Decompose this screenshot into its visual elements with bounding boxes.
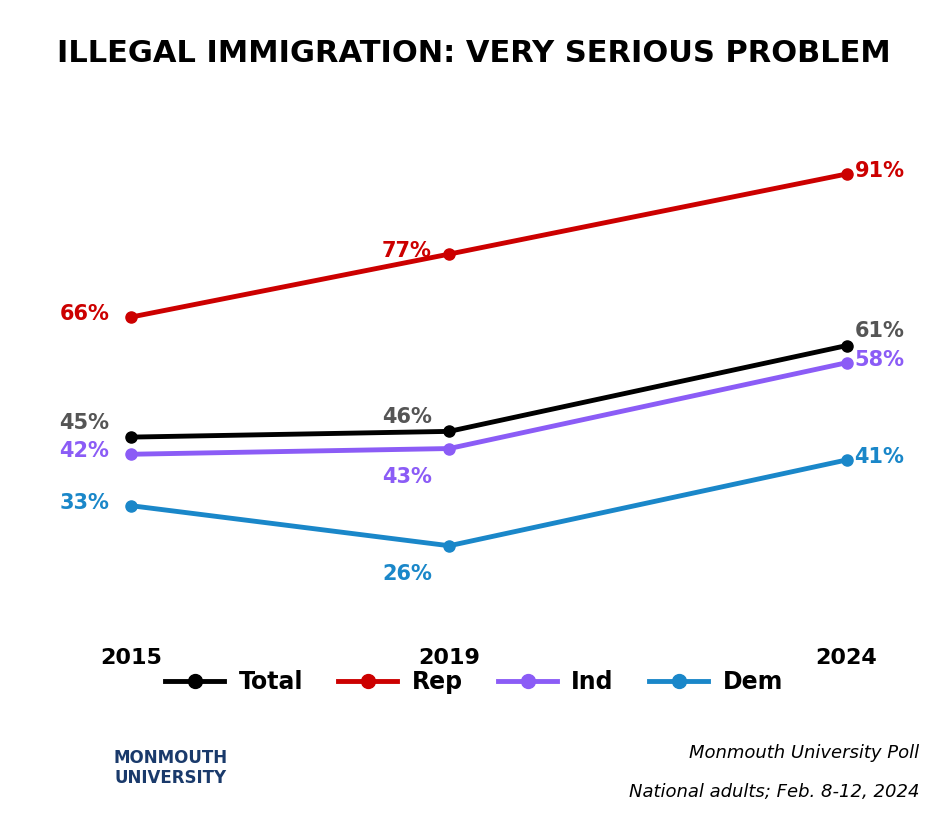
Text: 33%: 33% [60,493,109,513]
Text: 26%: 26% [382,565,431,584]
Text: 41%: 41% [854,447,904,467]
Text: ILLEGAL IMMIGRATION: VERY SERIOUS PROBLEM: ILLEGAL IMMIGRATION: VERY SERIOUS PROBLE… [57,38,891,68]
Text: 45%: 45% [59,413,109,433]
Text: 61%: 61% [854,321,904,342]
Text: 66%: 66% [60,304,109,324]
Text: 58%: 58% [854,350,904,370]
Text: MONMOUTH
UNIVERSITY: MONMOUTH UNIVERSITY [114,748,228,788]
Text: 46%: 46% [382,407,431,427]
Text: Monmouth University Poll: Monmouth University Poll [689,744,920,762]
Text: 77%: 77% [382,241,431,261]
Text: 43%: 43% [382,467,431,487]
Text: National adults; Feb. 8-12, 2024: National adults; Feb. 8-12, 2024 [629,784,920,801]
Text: 42%: 42% [60,441,109,462]
Text: 91%: 91% [854,161,904,181]
Legend: Total, Rep, Ind, Dem: Total, Rep, Ind, Dem [155,661,793,703]
